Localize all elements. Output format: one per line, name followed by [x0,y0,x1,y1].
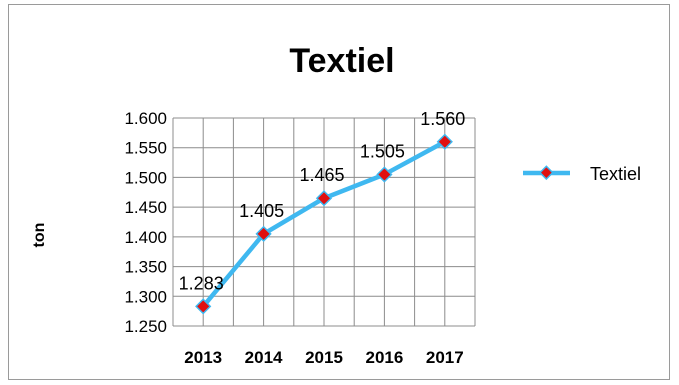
data-label: 1.405 [239,201,284,221]
y-axis-ticks: 1.250 1.300 1.350 1.400 1.450 1.500 1.550 1.600 [124,109,167,336]
legend-label: Textiel [590,164,641,184]
data-labels: 1.283 1.405 1.465 1.505 1.560 [179,109,466,294]
y-tick-label: 1.450 [124,198,167,217]
data-label: 1.283 [179,273,224,293]
x-tick-label: 2017 [426,348,464,367]
data-label: 1.465 [299,165,344,185]
chart-title: Textiel [289,42,394,80]
x-tick-label: 2013 [184,348,222,367]
grid-lines [172,117,476,327]
y-tick-label: 1.550 [124,139,167,158]
y-tick-label: 1.600 [124,109,167,128]
data-point-marker [436,133,453,150]
y-tick-label: 1.300 [124,287,167,306]
x-tick-label: 2015 [305,348,343,367]
data-point-marker [315,190,333,207]
y-tick-label: 1.400 [124,228,167,247]
data-point-marker [195,298,212,315]
y-tick-label: 1.350 [124,258,167,277]
y-tick-label: 1.250 [124,317,167,336]
data-point-marker [255,225,272,243]
x-axis-ticks: 2013 2014 2015 2016 2017 [184,348,463,367]
series-textiel [195,133,453,315]
data-point-marker [376,166,393,183]
data-label: 1.505 [360,141,405,161]
x-tick-label: 2014 [245,348,283,367]
data-label: 1.560 [420,109,465,129]
y-axis-label: ton [31,223,48,248]
y-tick-label: 1.500 [124,168,167,187]
legend-marker [538,165,554,181]
x-tick-label: 2016 [365,348,403,367]
legend: Textiel [523,164,641,184]
